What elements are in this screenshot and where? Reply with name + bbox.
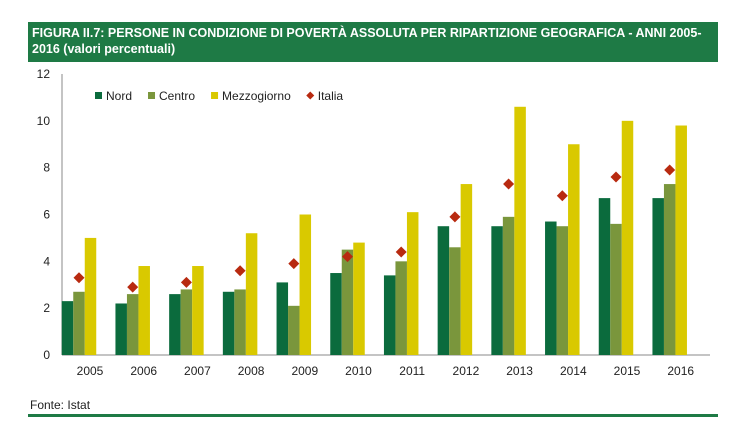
y-tick-label: 8 (43, 161, 50, 175)
bar-mezzogiorno-2010 (353, 242, 365, 355)
bar-nord-2006 (115, 303, 127, 355)
footer-divider (28, 414, 718, 417)
bar-mezzogiorno-2012 (460, 184, 473, 355)
source-note: Fonte: Istat (30, 398, 91, 412)
marker-italia-2008 (234, 265, 246, 277)
legend-label-italia: Italia (318, 89, 344, 103)
bar-centro-2015 (610, 223, 622, 355)
y-tick-label: 10 (37, 114, 51, 128)
x-tick-label: 2005 (77, 364, 104, 378)
x-tick-label: 2009 (291, 364, 318, 378)
bar-centro-2010 (341, 249, 354, 355)
bar-centro-2005 (73, 291, 85, 355)
bar-centro-2013 (502, 216, 515, 355)
y-tick-label: 2 (43, 301, 50, 315)
bar-mezzogiorno-2007 (192, 266, 204, 355)
x-tick-label: 2010 (345, 364, 372, 378)
bar-centro-2012 (449, 247, 461, 355)
bar-nord-2016 (652, 198, 664, 355)
bar-mezzogiorno-2009 (299, 214, 312, 355)
marker-italia-2010 (342, 251, 353, 263)
bar-centro-2008 (234, 289, 246, 355)
bar-centro-2011 (395, 261, 407, 355)
bar-nord-2011 (383, 275, 396, 355)
bar-nord-2008 (222, 291, 235, 355)
x-tick-label: 2013 (506, 364, 533, 378)
marker-italia-2007 (180, 276, 192, 288)
legend-label-centro: Centro (159, 89, 195, 103)
legend-label-mezzogiorno: Mezzogiorno (222, 89, 291, 103)
bar-centro-2014 (556, 226, 569, 355)
marker-italia-2015 (610, 171, 622, 183)
legend-label-nord: Nord (106, 89, 132, 103)
bar-nord-2014 (545, 221, 557, 355)
marker-italia-2014 (556, 190, 568, 202)
legend-swatch-mezzogiorno (211, 92, 219, 99)
x-tick-label: 2008 (238, 364, 265, 378)
chart-title: FIGURA II.7: PERSONE IN CONDIZIONE DI PO… (28, 22, 718, 62)
bar-mezzogiorno-2013 (514, 106, 526, 356)
bar-mezzogiorno-2006 (138, 266, 150, 355)
marker-italia-2011 (395, 246, 407, 258)
x-tick-label: 2006 (130, 364, 157, 378)
bar-nord-2010 (330, 273, 342, 355)
marker-italia-2006 (127, 281, 139, 293)
bar-mezzogiorno-2014 (568, 144, 580, 355)
bar-centro-2016 (663, 184, 676, 355)
bar-mezzogiorno-2016 (675, 125, 687, 355)
bar-mezzogiorno-2005 (84, 237, 97, 355)
y-tick-label: 6 (43, 208, 50, 222)
bar-chart: 0 2 4 6 8 10 12 2005 2006 2007 2008 2009 2010 2011 201… (37, 67, 710, 378)
x-tick-label: 2007 (184, 364, 211, 378)
x-tick-label: 2012 (453, 364, 480, 378)
x-tick-label: 2015 (614, 364, 641, 378)
bar-centro-2006 (126, 294, 139, 355)
bar-nord-2013 (491, 226, 503, 355)
legend-swatch-nord (95, 92, 102, 99)
bar-mezzogiorno-2008 (245, 233, 258, 355)
bar-nord-2009 (276, 282, 289, 355)
bar-centro-2007 (180, 289, 193, 355)
x-tick-label: 2011 (399, 364, 425, 378)
x-tick-label: 2016 (667, 364, 694, 378)
legend-swatch-centro (148, 92, 156, 99)
legend-swatch-italia (306, 91, 315, 100)
marker-italia-2009 (288, 258, 300, 270)
bar-centro-2009 (288, 305, 300, 355)
x-tick-label: 2014 (560, 364, 587, 378)
bar-nord-2012 (437, 226, 450, 355)
marker-italia-2012 (449, 211, 461, 223)
bar-mezzogiorno-2011 (406, 212, 419, 355)
y-tick-label: 0 (43, 348, 50, 362)
y-tick-label: 12 (37, 67, 51, 81)
bar-nord-2007 (169, 294, 181, 355)
marker-italia-2016 (664, 164, 676, 176)
marker-italia-2013 (503, 178, 515, 190)
marker-italia-2005 (73, 272, 85, 284)
bar-nord-2015 (598, 198, 611, 355)
y-tick-label: 4 (43, 254, 50, 268)
bar-mezzogiorno-2015 (621, 120, 634, 355)
bar-nord-2005 (61, 301, 74, 355)
